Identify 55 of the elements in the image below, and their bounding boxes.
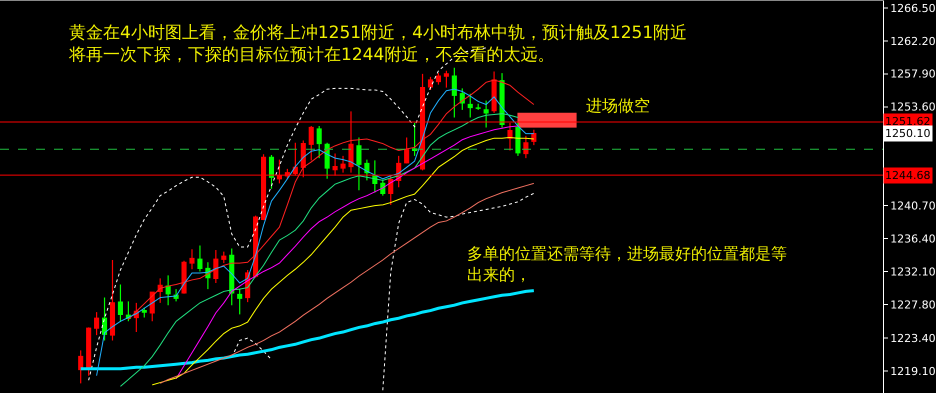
annotation: 多单的位置还需等待，进场最好的位置都是等出来的， [467,244,787,284]
candlestick [158,278,163,304]
candlestick [531,129,536,146]
candlestick [316,125,322,159]
candlestick [118,284,123,323]
candlestick [436,72,441,86]
candlestick [166,274,171,306]
y-tick-label: 1266.50 [890,2,936,15]
line-series [79,289,536,370]
candlestick [237,288,242,315]
candlestick [372,160,378,194]
candlestick [94,312,100,336]
candlestick [452,67,457,118]
candlestick [78,350,84,384]
candlestick [268,154,274,190]
candlestick [221,250,226,264]
y-tick-label: 1232.10 [890,265,936,278]
text: 黄金在4小时图上看，金价将上冲1251附近，4小时布林中轨，预计触及1251附近将再一次下探，下探的目标位预计在1244附近，不会看的太远。 [68,23,688,66]
candlestick [308,125,314,162]
text: 1250.10 [885,127,930,140]
candlestick [102,296,108,342]
candlestick [380,178,386,196]
candlestick [523,135,528,159]
candlestick [492,70,497,114]
y-tick-label: 1236.40 [890,232,936,246]
candlestick [142,306,147,318]
text: 进场做空 [586,96,650,115]
y-tick-label: 1219.10 [890,364,936,378]
y-tick-label: 1257.90 [890,68,936,81]
candlestick [404,136,410,164]
candlestick [110,259,116,342]
candlestick [356,136,362,191]
candlestick [197,244,202,272]
candlestick [364,159,370,181]
candlestick [515,122,520,156]
candlestick [476,103,481,110]
candlestick [181,260,187,294]
candlestick [229,248,234,306]
candlestick [213,249,218,284]
y-tick-label: 1253.60 [890,100,936,114]
candlestick [444,70,449,88]
candlestick [468,93,473,118]
candlestick [86,326,92,376]
y-tick-label: 1262.20 [890,34,936,48]
ref-line-label: 1251.62 [885,115,930,128]
candlestick [412,122,418,156]
candlestick [460,88,465,110]
ref-line-label: 1244.68 [885,169,930,182]
candlestick [150,292,155,322]
y-tick-label: 1223.40 [890,332,936,345]
candlestick [484,100,489,128]
y-tick-label: 1227.80 [890,298,936,312]
candlestick [189,248,195,270]
y-tick-label: 1240.70 [890,199,936,212]
candlestick [340,155,346,174]
